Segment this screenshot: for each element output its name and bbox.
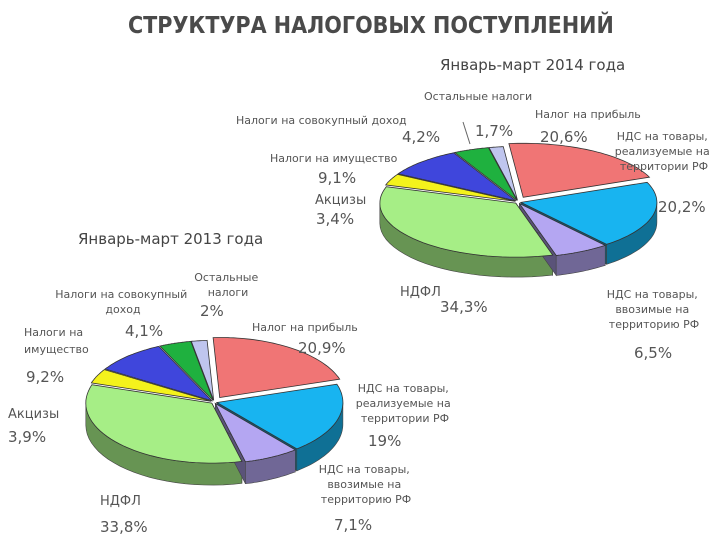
main-title: СТРУКТУРА НАЛОГОВЫХ ПОСТУПЛЕНИЙ [128, 11, 614, 39]
pie-2014-label-ndfl: НДФЛ [400, 285, 441, 300]
pie-2013-value-ndfl: 33,8% [100, 518, 148, 536]
pie-2014-slice-1 [519, 181, 658, 245]
pie-2014-slice-7 [488, 146, 518, 201]
pie-2013-value-property: 9,2% [26, 368, 64, 386]
pie-2013-label-aggregate-income: Налоги на совокупный доход [55, 288, 191, 316]
pie-2013-slice-6 [159, 341, 214, 401]
pie-2014-value-ndfl: 34,3% [440, 298, 488, 316]
pie-2013-label-ndfl: НДФЛ [100, 494, 141, 509]
pie-2014-value-profit: 20,6% [540, 128, 588, 146]
pie-2013-slice-1 [215, 383, 344, 450]
pie-2013-value-other: 2% [200, 302, 224, 320]
pie-2014-leader-other [462, 121, 471, 145]
pie-2014-label-vat-import: НДС на товары, ввозимые на территорию РФ [607, 288, 702, 331]
pie-2014-value-aggregate-income: 4,2% [402, 128, 440, 146]
pie-2013 [85, 337, 344, 486]
pie-2013-value-vat-domestic: 19% [368, 432, 401, 450]
pie-2013-slice-2 [214, 402, 297, 463]
pie-2013-label-other: Остальные налоги [194, 271, 262, 299]
pie-2014-value-vat-import: 6,5% [634, 344, 672, 362]
pie-2013-label-excise: Акцизы [8, 407, 59, 422]
pie-2014-label-aggregate-income: Налоги на совокупный доход [236, 114, 407, 127]
pie-2014 [379, 142, 658, 278]
pie-2014-label-property: Налоги на имущество [270, 152, 398, 165]
pie-2014-slice-6 [453, 147, 518, 201]
pie-2013-slice-7 [190, 339, 215, 401]
pie-2014-label-profit: Налог на прибыль [535, 108, 641, 121]
pie-2013-value-aggregate-income: 4,1% [125, 322, 163, 340]
pie-2014-value-excise: 3,4% [316, 210, 354, 228]
pie-2014-slice-4 [384, 173, 516, 202]
pie-2013-slice-3 [85, 384, 243, 464]
pie-2014-slice-5 [397, 152, 517, 202]
pie-2014-title: Январь-март 2014 года [440, 56, 625, 74]
pie-2014-value-vat-domestic: 20,2% [658, 198, 706, 216]
pie-2013-label-property: Налоги на имущество [24, 326, 89, 356]
pie-2013-slice-4 [90, 369, 212, 402]
pie-2014-slice-0 [508, 142, 651, 198]
pie-2013-label-vat-domestic: НДС на товары, реализуемые на территории… [356, 382, 454, 425]
pie-2013-value-excise: 3,9% [8, 428, 46, 446]
pie-2014-value-other: 1,7% [475, 122, 513, 140]
pie-2014-label-excise: Акцизы [315, 193, 366, 208]
pie-2014-slice-3 [379, 186, 554, 258]
pie-2014-value-property: 9,1% [318, 169, 356, 187]
pie-2013-slice-5 [104, 345, 214, 402]
pie-2013-label-vat-import: НДС на товары, ввозимые на территорию РФ [319, 463, 414, 506]
pie-2014-label-vat-domestic: НДС на товары, реализуемые на территории… [615, 130, 713, 173]
pie-2014-label-other: Остальные налоги [424, 90, 532, 103]
pie-2013-value-profit: 20,9% [298, 339, 346, 357]
pie-2013-slice-0 [212, 337, 341, 398]
pie-2013-label-profit: Налог на прибыль [252, 321, 358, 334]
pie-2013-value-vat-import: 7,1% [334, 516, 372, 534]
pie-2014-slice-2 [519, 203, 607, 256]
pie-2013-title: Январь-март 2013 года [78, 230, 263, 248]
